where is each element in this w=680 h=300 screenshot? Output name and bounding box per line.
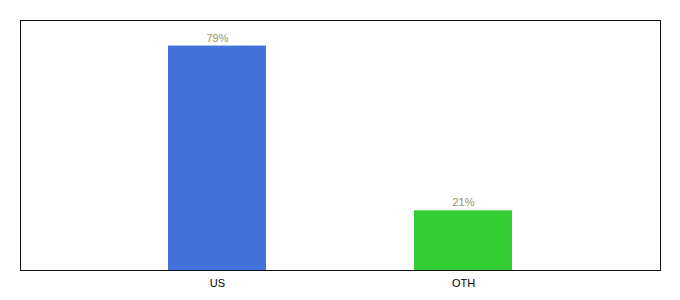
svg-text:US: US bbox=[210, 277, 225, 289]
svg-text:79%: 79% bbox=[206, 32, 228, 44]
svg-text:21%: 21% bbox=[452, 196, 474, 208]
svg-text:OTH: OTH bbox=[452, 277, 475, 289]
